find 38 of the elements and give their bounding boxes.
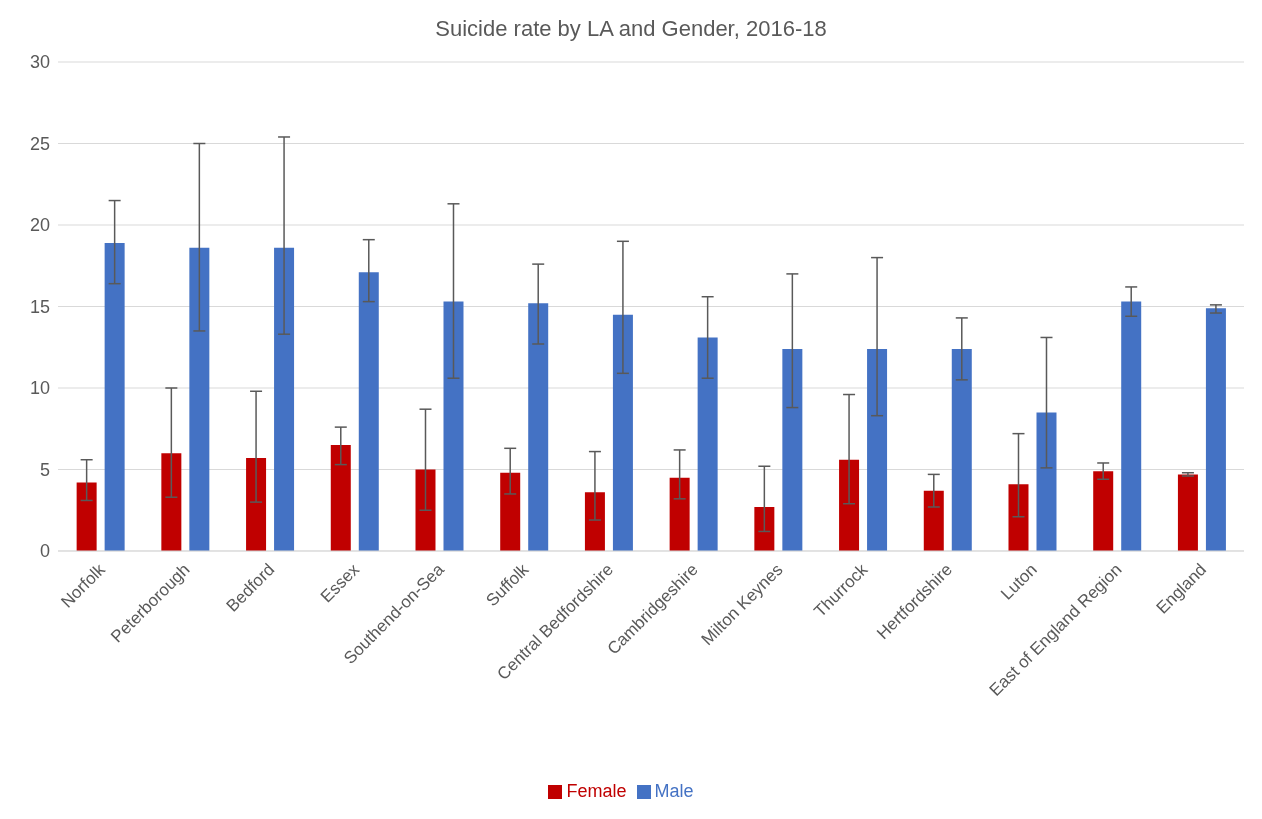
bar [500, 472, 521, 551]
bar [104, 242, 125, 551]
y-tick-label: 30 [29, 52, 50, 73]
y-tick-label: 15 [29, 296, 50, 317]
bar [161, 453, 182, 551]
bar [669, 477, 690, 551]
bar [584, 492, 605, 551]
bar [612, 314, 633, 551]
bar [1205, 308, 1226, 551]
y-tick-label: 25 [29, 133, 50, 154]
bar [1008, 484, 1029, 551]
bar [1121, 301, 1142, 551]
y-tick-label: 20 [29, 215, 50, 236]
bar [1093, 471, 1114, 551]
bar [923, 490, 944, 551]
bar [415, 469, 436, 551]
bar [697, 337, 718, 551]
y-tick-label: 5 [39, 459, 50, 480]
bar [1177, 474, 1198, 551]
bar [867, 348, 888, 551]
bar [189, 247, 210, 551]
bar [358, 272, 379, 551]
bar [274, 247, 295, 551]
bar [839, 459, 860, 551]
bar [246, 458, 267, 551]
legend-label: Female [566, 781, 627, 801]
bar [528, 303, 549, 551]
y-tick-label: 0 [39, 541, 50, 562]
y-tick-label: 10 [29, 378, 50, 399]
bar [1036, 412, 1057, 551]
bar [782, 348, 803, 551]
bar [754, 506, 775, 551]
legend-label: Male [654, 781, 694, 801]
bar [330, 445, 351, 551]
bar [76, 482, 97, 551]
bar [443, 301, 464, 551]
chart-title: Suicide rate by LA and Gender, 2016-18 [434, 15, 828, 42]
bar [951, 348, 972, 551]
